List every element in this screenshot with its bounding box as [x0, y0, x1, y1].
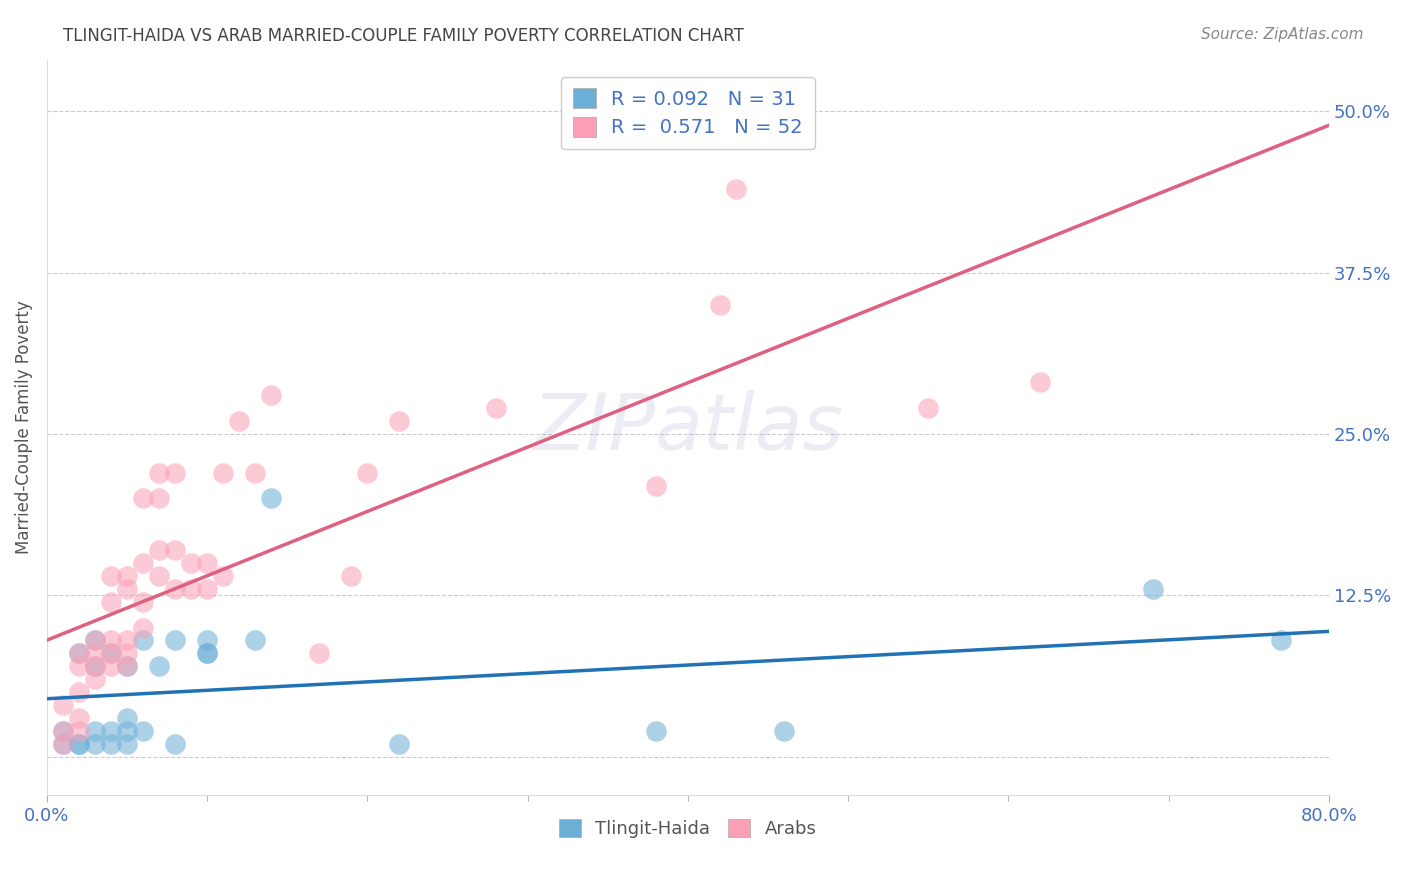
Point: [644, 723, 666, 738]
Point: [67, 723, 90, 738]
Point: [148, 569, 170, 583]
Point: [1029, 376, 1052, 390]
Point: [132, 491, 155, 506]
Point: [132, 633, 155, 648]
Point: [115, 723, 138, 738]
Point: [195, 633, 218, 648]
Point: [67, 659, 90, 673]
Point: [67, 685, 90, 699]
Point: [773, 723, 796, 738]
Point: [132, 621, 155, 635]
Point: [84, 659, 107, 673]
Point: [52, 698, 75, 712]
Point: [148, 491, 170, 506]
Point: [115, 659, 138, 673]
Point: [100, 595, 122, 609]
Point: [917, 401, 939, 416]
Point: [132, 556, 155, 570]
Point: [100, 659, 122, 673]
Point: [195, 582, 218, 596]
Point: [115, 582, 138, 596]
Y-axis label: Married-Couple Family Poverty: Married-Couple Family Poverty: [15, 301, 32, 554]
Point: [709, 298, 731, 312]
Point: [100, 647, 122, 661]
Point: [84, 633, 107, 648]
Point: [245, 633, 267, 648]
Point: [67, 711, 90, 725]
Point: [212, 466, 235, 480]
Point: [260, 491, 283, 506]
Point: [132, 595, 155, 609]
Point: [165, 633, 187, 648]
Point: [84, 659, 107, 673]
Point: [165, 466, 187, 480]
Point: [67, 647, 90, 661]
Point: [115, 647, 138, 661]
Point: [180, 582, 202, 596]
Point: [1270, 633, 1292, 648]
Point: [180, 556, 202, 570]
Text: TLINGIT-HAIDA VS ARAB MARRIED-COUPLE FAMILY POVERTY CORRELATION CHART: TLINGIT-HAIDA VS ARAB MARRIED-COUPLE FAM…: [63, 27, 744, 45]
Point: [100, 633, 122, 648]
Text: ZIPatlas: ZIPatlas: [533, 390, 844, 466]
Point: [724, 182, 747, 196]
Point: [165, 737, 187, 751]
Point: [148, 466, 170, 480]
Point: [115, 737, 138, 751]
Point: [84, 633, 107, 648]
Point: [67, 737, 90, 751]
Point: [115, 711, 138, 725]
Point: [52, 737, 75, 751]
Point: [84, 737, 107, 751]
Point: [644, 478, 666, 492]
Point: [195, 556, 218, 570]
Point: [67, 737, 90, 751]
Point: [228, 414, 250, 428]
Point: [52, 723, 75, 738]
Point: [115, 633, 138, 648]
Point: [148, 659, 170, 673]
Point: [195, 647, 218, 661]
Legend: Tlingit-Haida, Arabs: Tlingit-Haida, Arabs: [553, 812, 824, 846]
Point: [115, 569, 138, 583]
Point: [388, 414, 411, 428]
Point: [52, 737, 75, 751]
Point: [132, 723, 155, 738]
Point: [245, 466, 267, 480]
Point: [308, 647, 330, 661]
Text: Source: ZipAtlas.com: Source: ZipAtlas.com: [1201, 27, 1364, 42]
Point: [388, 737, 411, 751]
Point: [356, 466, 378, 480]
Point: [165, 582, 187, 596]
Point: [100, 723, 122, 738]
Point: [212, 569, 235, 583]
Point: [84, 672, 107, 686]
Point: [195, 647, 218, 661]
Point: [100, 737, 122, 751]
Point: [67, 647, 90, 661]
Point: [148, 543, 170, 558]
Point: [100, 647, 122, 661]
Point: [165, 543, 187, 558]
Point: [484, 401, 506, 416]
Point: [52, 723, 75, 738]
Point: [100, 569, 122, 583]
Point: [260, 388, 283, 402]
Point: [84, 723, 107, 738]
Point: [340, 569, 363, 583]
Point: [1142, 582, 1164, 596]
Point: [84, 647, 107, 661]
Point: [115, 659, 138, 673]
